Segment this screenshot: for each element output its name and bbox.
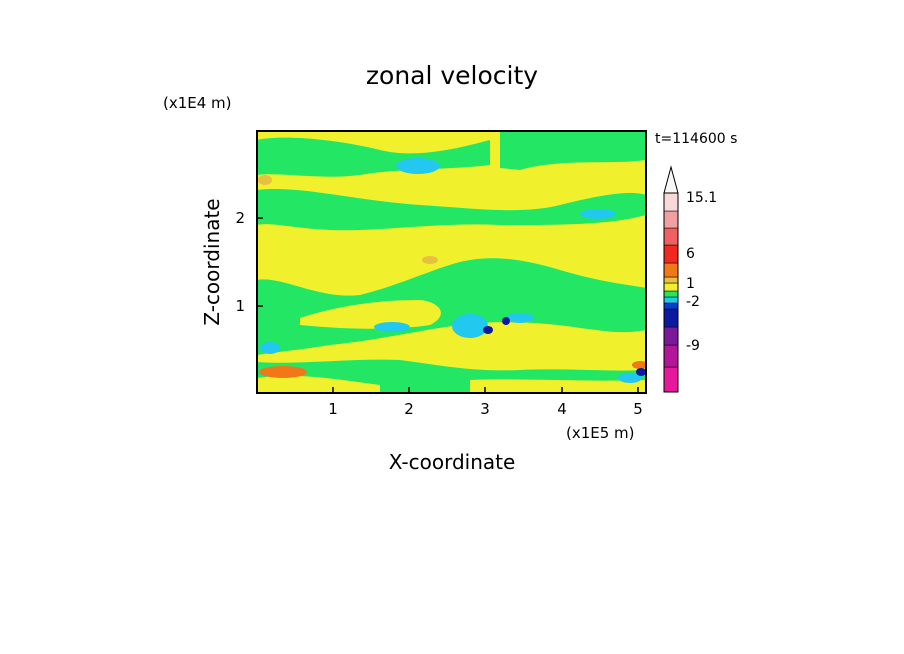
colorbar-swatch [663, 192, 679, 212]
x-tick-label: 1 [328, 400, 338, 418]
colorbar [663, 192, 679, 393]
colorbar-swatch [663, 244, 679, 264]
colorbar-swatch [663, 227, 679, 246]
colorbar-arrow [663, 165, 679, 194]
colorbar-label: 1 [686, 276, 695, 292]
colorbar-swatch [663, 210, 679, 229]
x-tick-label: 3 [480, 400, 490, 418]
x-axis-label: X-coordinate [389, 450, 516, 474]
colorbar-swatch [663, 262, 679, 278]
time-label: t=114600 s [655, 131, 737, 147]
colorbar-label: -2 [686, 294, 700, 310]
colorbar-label: 6 [686, 246, 695, 262]
x-tick-label: 4 [557, 400, 567, 418]
x-tick-label: 2 [404, 400, 414, 418]
chart-title: zonal velocity [366, 61, 538, 90]
colorbar-swatch [663, 366, 679, 393]
colorbar-swatch [663, 276, 679, 284]
plot-frame [256, 130, 647, 394]
colorbar-swatch [663, 282, 679, 292]
y-tick-label: 2 [235, 209, 245, 227]
y-axis-label: Z-coordinate [200, 198, 224, 325]
colorbar-swatch [663, 302, 679, 310]
x-tick-label: 5 [633, 400, 643, 418]
y-unit-label: (x1E4 m) [163, 94, 232, 112]
colorbar-swatch [663, 296, 679, 304]
colorbar-swatch [663, 308, 679, 328]
colorbar-swatch [663, 290, 679, 298]
y-tick-marks [257, 217, 263, 307]
colorbar-label: 15.1 [686, 190, 717, 206]
contour-field [257, 131, 646, 393]
colorbar-swatch [663, 344, 679, 368]
colorbar-swatch [663, 326, 679, 346]
colorbar-frame [663, 192, 679, 393]
colorbar-label: -9 [686, 338, 700, 354]
y-tick-label: 1 [235, 297, 245, 315]
x-tick-marks [332, 387, 639, 393]
x-unit-label: (x1E5 m) [566, 424, 635, 442]
